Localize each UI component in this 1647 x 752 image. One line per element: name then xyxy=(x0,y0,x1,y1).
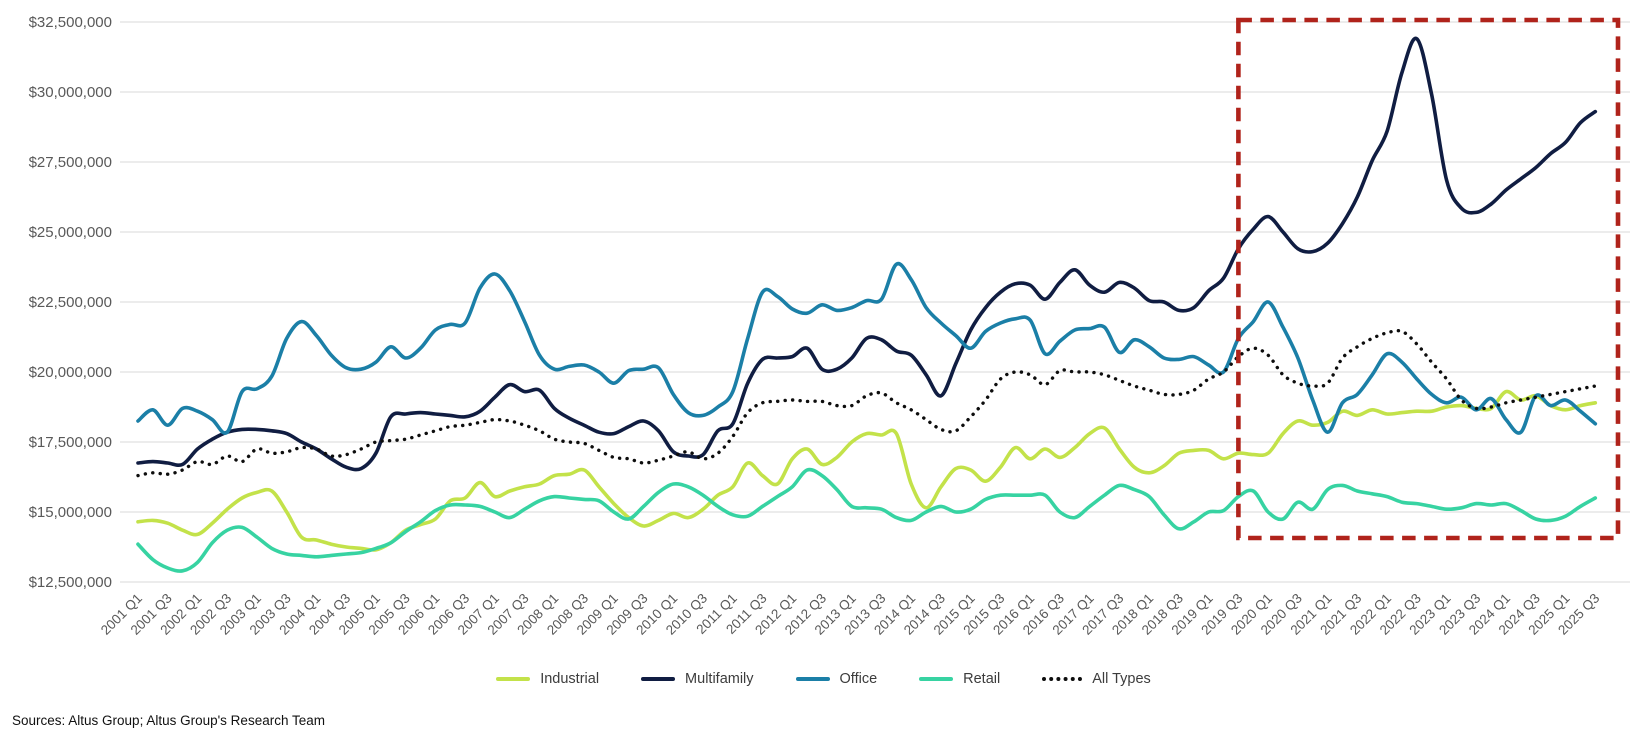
legend-label: Retail xyxy=(963,671,1001,687)
legend-label: Industrial xyxy=(540,671,600,687)
y-axis-labels: $12,500,000 $15,000,000 $17,500,000 $20,000… xyxy=(29,14,112,591)
legend-swatch-office xyxy=(795,677,830,681)
legend-item-retail: Retail xyxy=(919,671,1000,687)
y-tick-label: $17,500,000 xyxy=(29,434,112,451)
line-chart: $12,500,000 $15,000,000 $17,500,000 $20,000… xyxy=(29,14,1630,638)
y-tick-label: $15,000,000 xyxy=(29,504,112,521)
legend-swatch-industrial xyxy=(496,677,531,681)
series-line-all-types xyxy=(136,328,1597,478)
legend-label: Office xyxy=(839,671,878,687)
y-tick-label: $22,500,000 xyxy=(29,294,112,311)
chart-canvas: $12,500,000 $15,000,000 $17,500,000 $20,000… xyxy=(29,14,1630,638)
series-line-retail xyxy=(136,467,1598,573)
series-lines xyxy=(136,36,1598,573)
y-tick-label: $20,000,000 xyxy=(29,364,112,381)
series-line-multifamily xyxy=(136,36,1598,472)
legend-item-industrial: Industrial xyxy=(496,671,599,687)
legend-item-multifamily: Multifamily xyxy=(641,671,754,687)
source-note: Sources: Altus Group; Altus Group's Rese… xyxy=(12,713,325,728)
legend-item-all-types: All Types xyxy=(1042,671,1151,687)
legend-label: All Types xyxy=(1092,671,1151,687)
y-tick-label: $30,000,000 xyxy=(29,84,112,101)
highlight-box-2019q3-onward xyxy=(1236,17,1621,541)
legend-label: Multifamily xyxy=(685,671,754,687)
legend-swatch-all-types xyxy=(1042,677,1083,681)
series-line-office xyxy=(136,261,1598,435)
y-tick-label: $27,500,000 xyxy=(29,154,112,171)
y-tick-label: $32,500,000 xyxy=(29,14,112,31)
legend-swatch-multifamily xyxy=(641,677,676,681)
chart-legend: Industrial Multifamily Office Retail All Typ… xyxy=(0,663,1647,695)
legend-item-office: Office xyxy=(795,671,878,687)
legend-swatch-retail xyxy=(919,677,954,681)
y-tick-label: $12,500,000 xyxy=(29,574,112,591)
y-tick-label: $25,000,000 xyxy=(29,224,112,241)
